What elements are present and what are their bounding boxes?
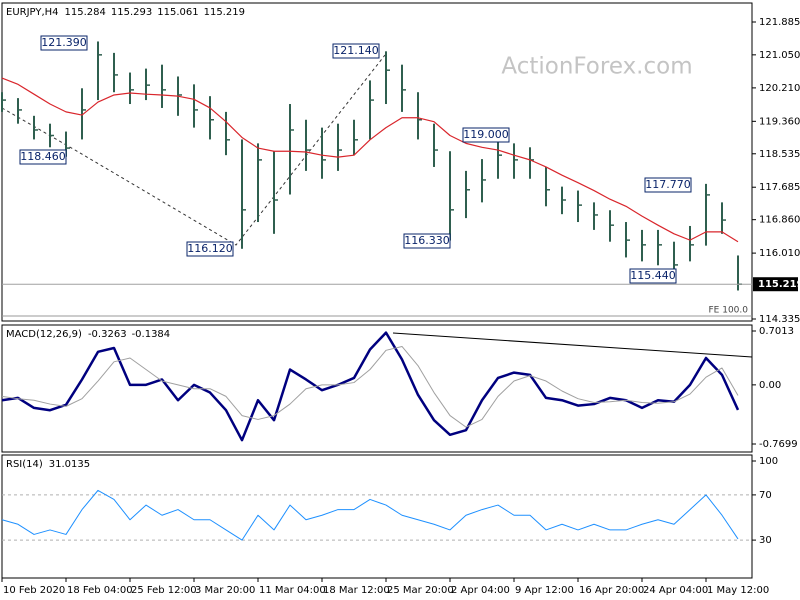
y-tick-label: 117.685	[759, 182, 800, 193]
last-price-box	[753, 277, 798, 292]
y-tick-label: -0.7699	[759, 439, 798, 450]
panel-frame	[1, 2, 753, 322]
annotation-label: 119.000	[463, 128, 509, 141]
y-tick-label: 70	[759, 490, 772, 501]
header-value: 115.293	[111, 7, 152, 18]
x-tick-label: 25 Feb 12:00	[131, 585, 197, 596]
last-price-label: 115.219	[758, 279, 800, 290]
annotation-label: 115.440	[630, 269, 676, 282]
y-tick-label: 100	[759, 456, 778, 467]
header-value: 115.219	[204, 7, 245, 18]
y-tick-label: 30	[759, 535, 772, 546]
annotation-label: 121.140	[333, 44, 379, 57]
annotation-box	[40, 35, 88, 51]
annotation-box	[19, 149, 67, 165]
header-value: 115.061	[157, 7, 198, 18]
panel-title: EURJPY,H4	[6, 7, 59, 18]
series-line	[1, 345, 739, 428]
zigzag	[1, 54, 386, 246]
series-line	[1, 77, 739, 243]
annotation-box	[462, 127, 510, 143]
x-tick-label: 2 Apr 04:00	[451, 585, 510, 596]
y-tick-label: 121.885	[759, 17, 800, 28]
x-tick-label: 18 Mar 12:00	[323, 585, 390, 596]
y-tick-label: 116.860	[759, 215, 800, 226]
annotation-box	[644, 177, 692, 193]
x-tick-label: 3 Mar 20:00	[195, 585, 255, 596]
y-tick-label: 119.360	[759, 116, 800, 127]
fe-label: FE 100.0	[709, 306, 749, 316]
annotation-label: 121.390	[41, 36, 87, 49]
annotation-label: 116.330	[404, 234, 450, 247]
y-tick-label: 0.7013	[759, 326, 794, 337]
y-tick-label: 114.335	[759, 314, 800, 325]
annotation-label: 118.460	[20, 150, 66, 163]
x-tick-label: 18 Feb 04:00	[67, 585, 133, 596]
series-line	[1, 331, 740, 442]
annotation-label: 116.120	[187, 242, 233, 255]
x-tick-label: 25 Mar 20:00	[387, 585, 454, 596]
header-value: 115.284	[65, 7, 106, 18]
y-tick-label: 120.210	[759, 83, 800, 94]
y-tick-label: 118.535	[759, 149, 800, 160]
y-tick-label: 121.050	[759, 50, 800, 61]
panel-title: RSI(14)	[6, 459, 43, 470]
x-tick-label: 10 Feb 2020	[3, 585, 65, 596]
panel-frame	[1, 324, 753, 453]
x-tick-label: 1 May 12:00	[707, 585, 769, 596]
annotation-box	[403, 233, 451, 249]
annotation-label: 117.770	[645, 178, 691, 191]
x-tick-label: 11 Mar 04:00	[259, 585, 326, 596]
annotation-box	[186, 241, 234, 257]
annotation-box	[332, 43, 380, 59]
header-value: -0.3263	[88, 329, 127, 340]
x-tick-label: 16 Apr 20:00	[579, 585, 644, 596]
trendline	[392, 332, 753, 358]
x-tick-label: 9 Apr 12:00	[515, 585, 574, 596]
panel-frame	[1, 454, 753, 579]
annotation-box	[629, 268, 677, 284]
y-tick-label: 116.010	[759, 248, 800, 259]
x-tick-label: 24 Apr 04:00	[643, 585, 708, 596]
header-value: -0.1384	[132, 329, 171, 340]
series-line	[1, 489, 739, 541]
y-tick-label: 0.00	[759, 380, 781, 391]
header-value: 31.0135	[49, 459, 90, 470]
watermark: ActionForex.com	[501, 54, 692, 80]
panel-title: MACD(12,26,9)	[6, 329, 82, 340]
